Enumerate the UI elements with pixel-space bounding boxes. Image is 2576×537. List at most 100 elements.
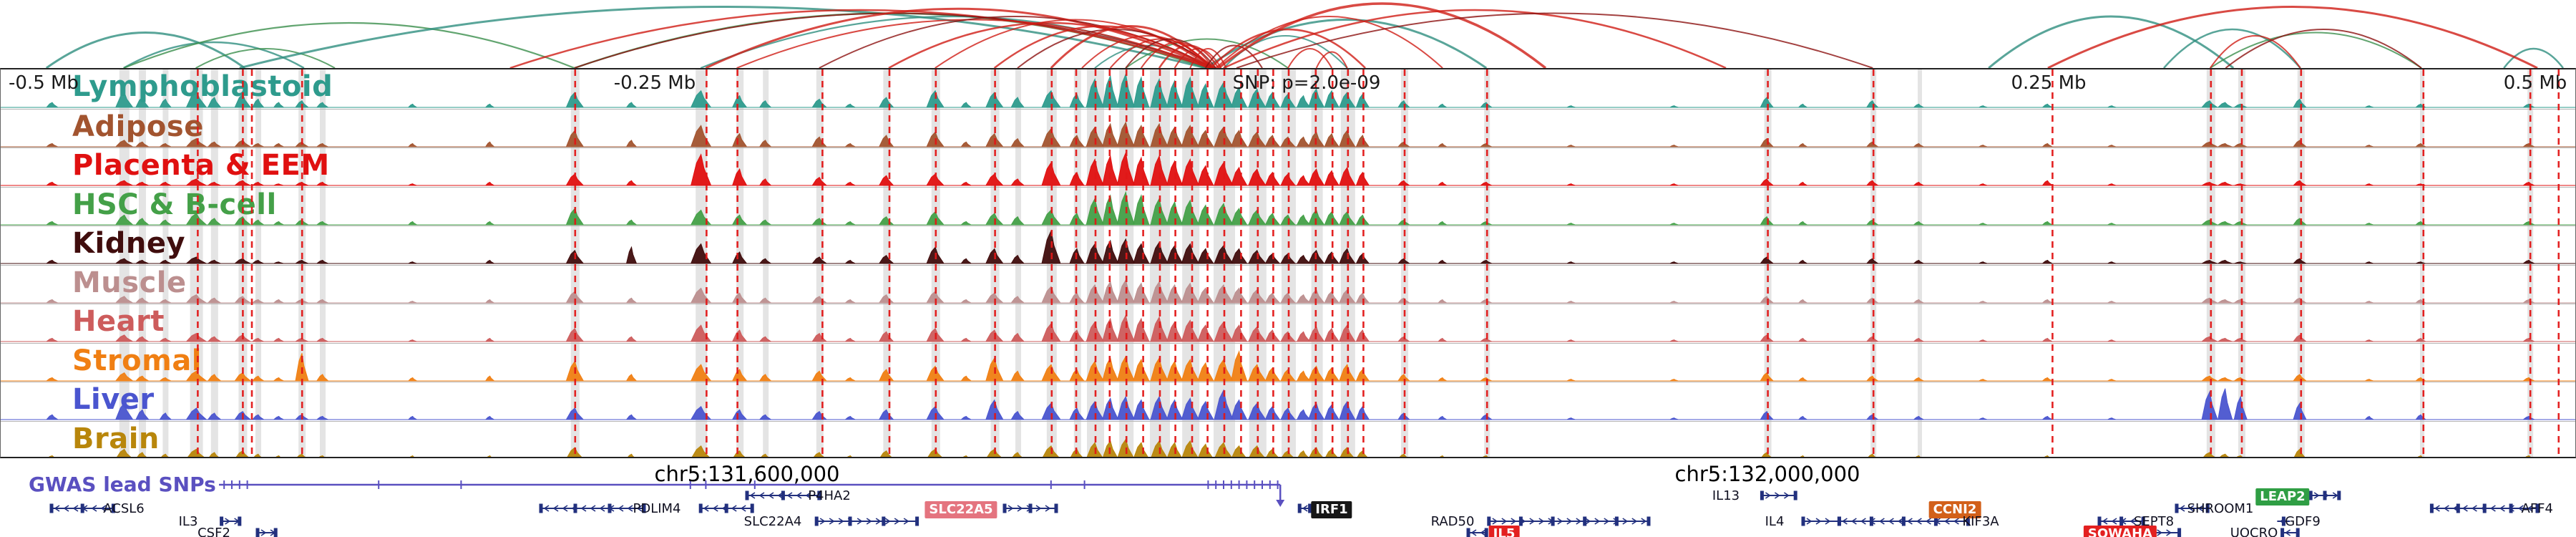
gene-strand-arrow-icon xyxy=(1841,518,1848,525)
gene-exon-block xyxy=(1466,528,1470,537)
track-row-adipose[interactable]: Adipose xyxy=(1,108,2575,148)
gene-strand-arrow-icon xyxy=(2166,529,2172,536)
gene-strand-arrow-icon xyxy=(829,518,835,525)
track-label[interactable]: Lymphoblastoid xyxy=(72,70,333,103)
interaction-arc xyxy=(1217,2,1547,68)
gene-exon-block xyxy=(2280,528,2285,537)
gene-label-il4[interactable]: IL4 xyxy=(1765,514,1785,529)
gene-exon-block xyxy=(2205,503,2210,513)
track-signal-path xyxy=(1,314,2575,342)
gene-strand-arrow-icon xyxy=(1878,518,1885,525)
track-row-heart[interactable]: Heart xyxy=(1,304,2575,343)
interaction-arc xyxy=(1215,16,1443,68)
track-label[interactable]: Muscle xyxy=(72,266,187,299)
track-signal-path xyxy=(1,279,2575,304)
gene-label-ccni2[interactable]: CCNI2 xyxy=(1928,501,1981,518)
track-signal-svg xyxy=(1,314,2575,342)
gene-exon-block xyxy=(1646,516,1651,526)
gwas-pointer-arrow xyxy=(1276,500,1285,507)
gene-exon-block xyxy=(255,528,260,537)
interaction-arc xyxy=(2210,32,2422,68)
gene-annotation-panel: GWAS lead SNPs chr5:131,600,000 chr5:132,… xyxy=(0,458,2576,537)
interaction-arc xyxy=(239,6,1206,68)
gene-exon-block xyxy=(2535,503,2540,513)
track-row-stromal[interactable]: Stromal xyxy=(1,342,2575,382)
track-signal-path xyxy=(1,190,2575,226)
gene-label-p4ha2[interactable]: P4HA2 xyxy=(808,488,851,503)
gene-label-acsl6[interactable]: ACSL6 xyxy=(103,501,145,516)
gene-strand-arrow-icon xyxy=(2471,505,2477,512)
gene-strand-arrow-icon xyxy=(875,518,882,525)
scale-label: 0.25 Mb xyxy=(2011,72,2087,94)
gene-strand-arrow-icon xyxy=(1035,505,1042,512)
gene-strand-arrow-icon xyxy=(627,505,633,512)
interaction-arc xyxy=(736,19,1209,68)
track-row-hsc-b-cell[interactable]: HSC & B-cell xyxy=(1,186,2575,226)
gene-label-slc22a4[interactable]: SLC22A4 xyxy=(743,514,802,529)
track-row-brain[interactable]: Brain xyxy=(1,420,2575,457)
gene-strand-arrow-icon xyxy=(2285,529,2291,536)
gene-strand-arrow-icon xyxy=(2517,505,2524,512)
track-label[interactable]: Stromal xyxy=(72,344,203,377)
gene-label-csf2[interactable]: CSF2 xyxy=(197,526,230,537)
gene-exon-block xyxy=(1002,503,1007,513)
interaction-arc xyxy=(1189,48,1227,68)
gene-exon-block xyxy=(2509,503,2513,513)
gene-exon-block xyxy=(2097,516,2102,526)
gene-label-gdf9[interactable]: GDF9 xyxy=(2285,514,2321,529)
gene-label-shroom1[interactable]: SHROOM1 xyxy=(2187,501,2254,516)
gene-strand-arrow-icon xyxy=(1017,505,1023,512)
gene-strand-arrow-icon xyxy=(1765,492,1771,499)
gene-strand-arrow-icon xyxy=(838,518,844,525)
gene-exon-block xyxy=(781,490,785,500)
gene-label-leap2[interactable]: LEAP2 xyxy=(2255,488,2310,505)
gene-label-il13[interactable]: IL13 xyxy=(1712,488,1740,503)
gene-label-slc22a5[interactable]: SLC22A5 xyxy=(924,501,997,518)
track-label[interactable]: Brain xyxy=(72,422,160,455)
track-signal-svg xyxy=(1,190,2575,226)
gene-label-kif3a[interactable]: KIF3A xyxy=(1962,514,1999,529)
gene-strand-arrow-icon xyxy=(1470,529,1477,536)
interaction-arc xyxy=(45,32,245,68)
track-label[interactable]: Adipose xyxy=(72,110,204,143)
gene-exon-block xyxy=(1793,490,1797,500)
track-label[interactable]: HSC & B-cell xyxy=(72,188,277,221)
scale-label: -0.25 Mb xyxy=(613,72,696,94)
gene-strand-arrow-icon xyxy=(1943,518,1950,525)
track-label[interactable]: Heart xyxy=(72,305,165,338)
interaction-arc xyxy=(509,9,1211,68)
gene-strand-arrow-icon xyxy=(63,505,69,512)
gene-strand-arrow-icon xyxy=(857,518,863,525)
track-label[interactable]: Placenta & EEM xyxy=(72,149,330,182)
interaction-arc xyxy=(1204,44,1263,68)
gene-label-uqcrq[interactable]: UQCRQ xyxy=(2230,526,2278,537)
track-label[interactable]: Liver xyxy=(72,383,155,416)
gene-label-aff4[interactable]: AFF4 xyxy=(2521,501,2553,516)
gene-strand-arrow-icon xyxy=(786,492,793,499)
track-row-placenta-eem[interactable]: Placenta & EEM xyxy=(1,147,2575,187)
gene-strand-arrow-icon xyxy=(749,492,756,499)
gene-label-rad50[interactable]: RAD50 xyxy=(1430,514,1475,529)
gene-exon-block xyxy=(817,490,821,500)
interaction-arc xyxy=(2209,35,2301,68)
track-label[interactable]: Kidney xyxy=(72,227,186,260)
coordinate-label: chr5:132,000,000 xyxy=(1674,462,1860,486)
track-row-kidney[interactable]: Kidney xyxy=(1,226,2575,265)
gene-strand-arrow-icon xyxy=(1860,518,1866,525)
gene-label-sowaha[interactable]: SOWAHA xyxy=(2083,526,2157,537)
interaction-arc xyxy=(1174,48,1222,68)
gene-exon-block xyxy=(1551,516,1555,526)
interaction-arc xyxy=(2047,6,2538,68)
signal-tracks-panel: Lymphoblastoid Adipose Placenta & EEM HSC &… xyxy=(0,68,2576,458)
track-row-liver[interactable]: Liver xyxy=(1,382,2575,421)
track-row-muscle[interactable]: Muscle xyxy=(1,264,2575,304)
snp-pvalue-label: SNP: p=2.0e-09 xyxy=(1232,72,1381,94)
gene-label-il3[interactable]: IL3 xyxy=(178,514,198,529)
gene-label-irf1[interactable]: IRF1 xyxy=(1311,501,1352,518)
gene-label-il5[interactable]: IL5 xyxy=(1488,526,1520,537)
gene-strand-arrow-icon xyxy=(562,505,568,512)
gene-label-sept8[interactable]: SEPT8 xyxy=(2133,514,2175,529)
gene-label-pdlim4[interactable]: PDLIM4 xyxy=(633,501,681,516)
interaction-arc xyxy=(123,41,305,68)
gene-strand-arrow-icon xyxy=(1585,518,1591,525)
